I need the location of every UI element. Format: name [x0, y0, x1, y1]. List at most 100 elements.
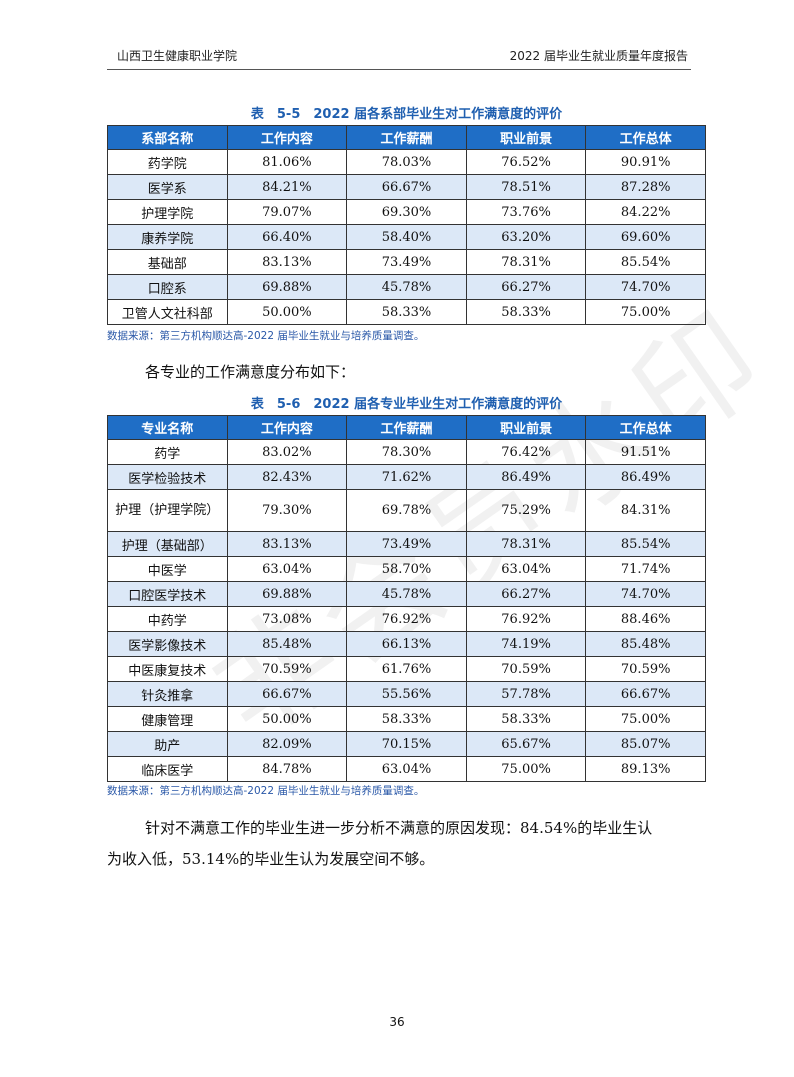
value-cell: 86.49% [465, 464, 587, 490]
table-row: 护理（护理学院） 79.30% 69.78% 75.29% 84.31% [107, 489, 706, 532]
table1-source-note: 数据来源：第三方机构顺达高-2022 届毕业生就业与培养质量调查。 [107, 330, 425, 342]
value-cell: 76.92% [346, 606, 467, 632]
value-cell: 84.31% [585, 489, 706, 532]
column-header: 职业前景 [465, 125, 587, 150]
value-cell: 75.00% [465, 756, 587, 782]
value-cell: 82.43% [226, 464, 348, 490]
value-cell: 69.30% [346, 199, 467, 225]
value-cell: 78.03% [346, 149, 467, 175]
value-cell: 66.13% [346, 631, 467, 657]
value-cell: 74.19% [465, 631, 587, 657]
table-row: 护理（基础部） 83.13% 73.49% 78.31% 85.54% [107, 531, 706, 557]
value-cell: 45.78% [346, 274, 467, 300]
value-cell: 66.27% [465, 581, 587, 607]
value-cell: 57.78% [465, 681, 587, 707]
row-label-cell: 药学 [107, 439, 228, 465]
value-cell: 69.88% [226, 581, 348, 607]
value-cell: 83.13% [226, 531, 348, 557]
table-row: 口腔系 69.88% 45.78% 66.27% 74.70% [107, 274, 706, 300]
value-cell: 86.49% [585, 464, 706, 490]
row-label-cell: 针灸推拿 [107, 681, 228, 707]
column-header: 职业前景 [465, 415, 587, 440]
value-cell: 74.70% [585, 581, 706, 607]
value-cell: 66.40% [226, 224, 348, 250]
table-row: 医学影像技术 85.48% 66.13% 74.19% 85.48% [107, 631, 706, 657]
row-label-cell: 中医学 [107, 556, 228, 582]
value-cell: 75.00% [585, 706, 706, 732]
table2-source-note: 数据来源：第三方机构顺达高-2022 届毕业生就业与培养质量调查。 [107, 785, 425, 797]
department-satisfaction-table: 系部名称 工作内容 工作薪酬 职业前景 工作总体 药学院 81.06% 78.03% 76.5… [107, 125, 706, 325]
column-header: 工作内容 [226, 415, 348, 440]
row-label-cell: 医学检验技术 [107, 464, 228, 490]
value-cell: 85.48% [585, 631, 706, 657]
row-label-cell: 医学影像技术 [107, 631, 228, 657]
value-cell: 84.78% [226, 756, 348, 782]
value-cell: 63.04% [465, 556, 587, 582]
value-cell: 70.59% [465, 656, 587, 682]
value-cell: 88.46% [585, 606, 706, 632]
value-cell: 66.67% [226, 681, 348, 707]
table-row: 药学院 81.06% 78.03% 76.52% 90.91% [107, 149, 706, 175]
table-row: 基础部 83.13% 73.49% 78.31% 85.54% [107, 249, 706, 275]
table-row: 中医康复技术 70.59% 61.76% 70.59% 70.59% [107, 656, 706, 682]
value-cell: 58.33% [465, 706, 587, 732]
row-label-cell: 健康管理 [107, 706, 228, 732]
value-cell: 50.00% [226, 706, 348, 732]
value-cell: 69.78% [346, 489, 467, 532]
conclusion-line-1: 针对不满意工作的毕业生进一步分析不满意的原因发现：84.54%的毕业生认 [145, 819, 653, 837]
value-cell: 50.00% [226, 299, 348, 325]
row-label-cell: 护理（护理学院） [107, 489, 228, 532]
value-cell: 79.30% [226, 489, 348, 532]
row-label-cell: 卫管人文社科部 [107, 299, 228, 325]
row-label-cell: 基础部 [107, 249, 228, 275]
value-cell: 84.21% [226, 174, 348, 200]
table-row: 康养学院 66.40% 58.40% 63.20% 69.60% [107, 224, 706, 250]
value-cell: 74.70% [585, 274, 706, 300]
value-cell: 81.06% [226, 149, 348, 175]
value-cell: 71.62% [346, 464, 467, 490]
value-cell: 63.04% [226, 556, 348, 582]
row-label-cell: 中药学 [107, 606, 228, 632]
value-cell: 83.02% [226, 439, 348, 465]
value-cell: 73.49% [346, 531, 467, 557]
value-cell: 70.59% [226, 656, 348, 682]
table-row: 中药学 73.08% 76.92% 76.92% 88.46% [107, 606, 706, 632]
value-cell: 85.48% [226, 631, 348, 657]
value-cell: 73.76% [465, 199, 587, 225]
column-header: 工作总体 [585, 415, 706, 440]
table-row: 中医学 63.04% 58.70% 63.04% 71.74% [107, 556, 706, 582]
table-row: 助产 82.09% 70.15% 65.67% 85.07% [107, 731, 706, 757]
row-label-cell: 药学院 [107, 149, 228, 175]
table1-caption: 表 5-5 2022 届各系部毕业生对工作满意度的评价 [250, 107, 563, 122]
page-number: 36 [389, 1015, 405, 1029]
value-cell: 79.07% [226, 199, 348, 225]
table2-caption: 表 5-6 2022 届各专业毕业生对工作满意度的评价 [250, 397, 563, 412]
value-cell: 71.74% [585, 556, 706, 582]
column-header: 工作薪酬 [346, 125, 467, 150]
row-label-cell: 中医康复技术 [107, 656, 228, 682]
value-cell: 78.31% [465, 249, 587, 275]
header-report-title: 2022 届毕业生就业质量年度报告 [509, 49, 688, 63]
row-label-cell: 口腔系 [107, 274, 228, 300]
value-cell: 73.49% [346, 249, 467, 275]
column-header: 工作总体 [585, 125, 706, 150]
header-divider [107, 69, 691, 70]
value-cell: 76.52% [465, 149, 587, 175]
value-cell: 87.28% [585, 174, 706, 200]
value-cell: 78.31% [465, 531, 587, 557]
value-cell: 73.08% [226, 606, 348, 632]
value-cell: 89.13% [585, 756, 706, 782]
value-cell: 70.59% [585, 656, 706, 682]
row-label-cell: 助产 [107, 731, 228, 757]
intro-paragraph: 各专业的工作满意度分布如下： [145, 363, 356, 381]
row-label-cell: 护理学院 [107, 199, 228, 225]
conclusion-line-2: 为收入低，53.14%的毕业生认为发展空间不够。 [107, 850, 435, 868]
value-cell: 66.67% [585, 681, 706, 707]
table-row: 口腔医学技术 69.88% 45.78% 66.27% 74.70% [107, 581, 706, 607]
row-label-cell: 口腔医学技术 [107, 581, 228, 607]
value-cell: 76.92% [465, 606, 587, 632]
value-cell: 58.33% [346, 706, 467, 732]
value-cell: 69.88% [226, 274, 348, 300]
table-row: 医学检验技术 82.43% 71.62% 86.49% 86.49% [107, 464, 706, 490]
value-cell: 66.27% [465, 274, 587, 300]
